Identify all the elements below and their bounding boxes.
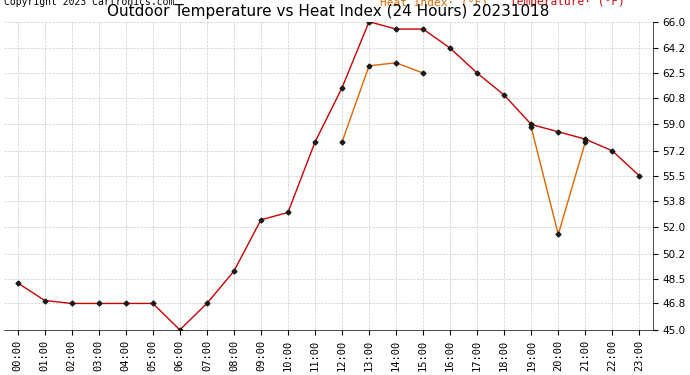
Text: Temperature· (°F): Temperature· (°F) [510,0,625,7]
Title: Outdoor Temperature vs Heat Index (24 Hours) 20231018: Outdoor Temperature vs Heat Index (24 Ho… [108,4,550,19]
Text: Copyright 2023 Cartronics.com: Copyright 2023 Cartronics.com [4,0,175,7]
Text: Heat Index· (°F): Heat Index· (°F) [380,0,489,7]
